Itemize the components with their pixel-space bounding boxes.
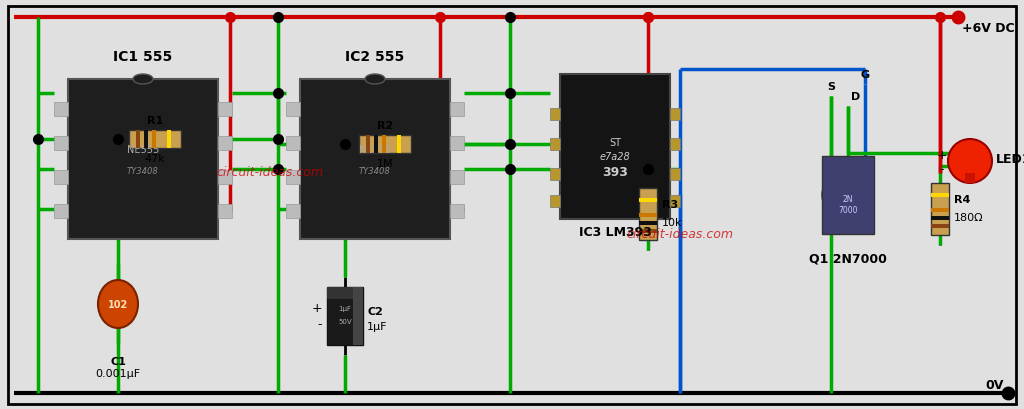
Text: 180Ω: 180Ω bbox=[954, 213, 984, 222]
Bar bbox=[359, 136, 411, 154]
Bar bbox=[218, 137, 232, 151]
Bar bbox=[54, 137, 68, 151]
Bar bbox=[218, 171, 232, 184]
Text: IC2 555: IC2 555 bbox=[345, 50, 404, 64]
Text: 1M: 1M bbox=[377, 159, 393, 169]
Bar bbox=[54, 171, 68, 184]
Text: NE555: NE555 bbox=[358, 145, 391, 155]
Text: NE555: NE555 bbox=[127, 145, 159, 155]
Bar bbox=[965, 173, 975, 184]
Text: TY3408: TY3408 bbox=[359, 167, 391, 176]
Text: 50V: 50V bbox=[338, 318, 352, 324]
Text: 0.001μF: 0.001μF bbox=[95, 368, 140, 378]
Bar bbox=[218, 103, 232, 117]
Text: e7a28: e7a28 bbox=[600, 152, 631, 162]
Text: +6V DC: +6V DC bbox=[962, 21, 1015, 34]
Bar bbox=[550, 169, 560, 180]
Bar bbox=[639, 229, 657, 234]
Bar bbox=[670, 109, 680, 121]
Bar bbox=[286, 204, 300, 218]
Bar bbox=[450, 171, 464, 184]
Ellipse shape bbox=[365, 75, 385, 85]
Text: 1µF: 1µF bbox=[339, 305, 351, 311]
Text: +: + bbox=[311, 302, 322, 315]
Text: TY3408: TY3408 bbox=[127, 167, 159, 176]
Text: circuit-ideas.com: circuit-ideas.com bbox=[627, 228, 733, 241]
Bar bbox=[374, 136, 378, 154]
Bar bbox=[327, 287, 362, 345]
Bar bbox=[218, 204, 232, 218]
Text: G: G bbox=[860, 70, 869, 80]
Bar bbox=[144, 131, 148, 148]
Bar bbox=[822, 157, 874, 234]
Bar bbox=[639, 221, 657, 225]
Text: LED1: LED1 bbox=[996, 153, 1024, 166]
Bar bbox=[450, 137, 464, 151]
Text: 102: 102 bbox=[108, 299, 128, 309]
Text: R3: R3 bbox=[662, 200, 678, 209]
Bar bbox=[931, 216, 949, 220]
Bar bbox=[286, 137, 300, 151]
Text: D: D bbox=[851, 92, 860, 102]
Text: circuit-ideas.com: circuit-ideas.com bbox=[216, 166, 324, 179]
Bar bbox=[167, 131, 171, 148]
Text: 2N
7000: 2N 7000 bbox=[839, 195, 858, 214]
Ellipse shape bbox=[98, 280, 138, 328]
Bar bbox=[639, 213, 657, 218]
Bar bbox=[300, 80, 450, 239]
Text: 393: 393 bbox=[602, 166, 628, 179]
Bar bbox=[136, 131, 140, 148]
Bar bbox=[670, 196, 680, 207]
Bar bbox=[931, 193, 949, 198]
Bar bbox=[670, 139, 680, 151]
Text: IC3 LM393: IC3 LM393 bbox=[579, 225, 651, 238]
Bar bbox=[931, 225, 949, 229]
Bar bbox=[397, 136, 401, 154]
Bar bbox=[550, 139, 560, 151]
Text: IC1 555: IC1 555 bbox=[114, 50, 173, 64]
Bar bbox=[639, 189, 657, 240]
Bar bbox=[382, 136, 386, 154]
Text: -: - bbox=[317, 318, 322, 331]
Bar bbox=[286, 103, 300, 117]
Bar bbox=[54, 103, 68, 117]
Bar bbox=[670, 169, 680, 180]
Ellipse shape bbox=[822, 170, 874, 221]
Bar bbox=[366, 136, 370, 154]
Bar bbox=[931, 184, 949, 236]
Text: R2: R2 bbox=[377, 121, 393, 131]
Bar bbox=[129, 131, 181, 148]
Text: R1: R1 bbox=[146, 116, 163, 126]
Bar bbox=[550, 196, 560, 207]
Bar bbox=[550, 109, 560, 121]
Bar bbox=[560, 75, 670, 220]
Text: Q1 2N7000: Q1 2N7000 bbox=[809, 252, 887, 264]
Ellipse shape bbox=[133, 75, 153, 85]
Bar bbox=[152, 131, 156, 148]
Text: 0V: 0V bbox=[985, 379, 1004, 391]
Bar bbox=[639, 198, 657, 202]
Text: 1μF: 1μF bbox=[367, 321, 387, 331]
Text: 47k: 47k bbox=[144, 154, 165, 164]
Bar bbox=[450, 103, 464, 117]
Bar bbox=[450, 204, 464, 218]
Bar bbox=[327, 287, 362, 299]
Text: 10k: 10k bbox=[662, 218, 683, 227]
Text: -: - bbox=[940, 163, 944, 176]
Text: C2: C2 bbox=[367, 306, 383, 316]
Bar bbox=[353, 287, 362, 345]
Text: R4: R4 bbox=[954, 195, 971, 204]
Text: S: S bbox=[827, 82, 835, 92]
Text: +: + bbox=[937, 149, 947, 162]
Circle shape bbox=[948, 139, 992, 184]
Bar bbox=[286, 171, 300, 184]
Bar bbox=[931, 209, 949, 213]
Bar bbox=[68, 80, 218, 239]
Text: C1: C1 bbox=[110, 356, 126, 366]
Text: ST: ST bbox=[609, 137, 621, 147]
Bar bbox=[54, 204, 68, 218]
